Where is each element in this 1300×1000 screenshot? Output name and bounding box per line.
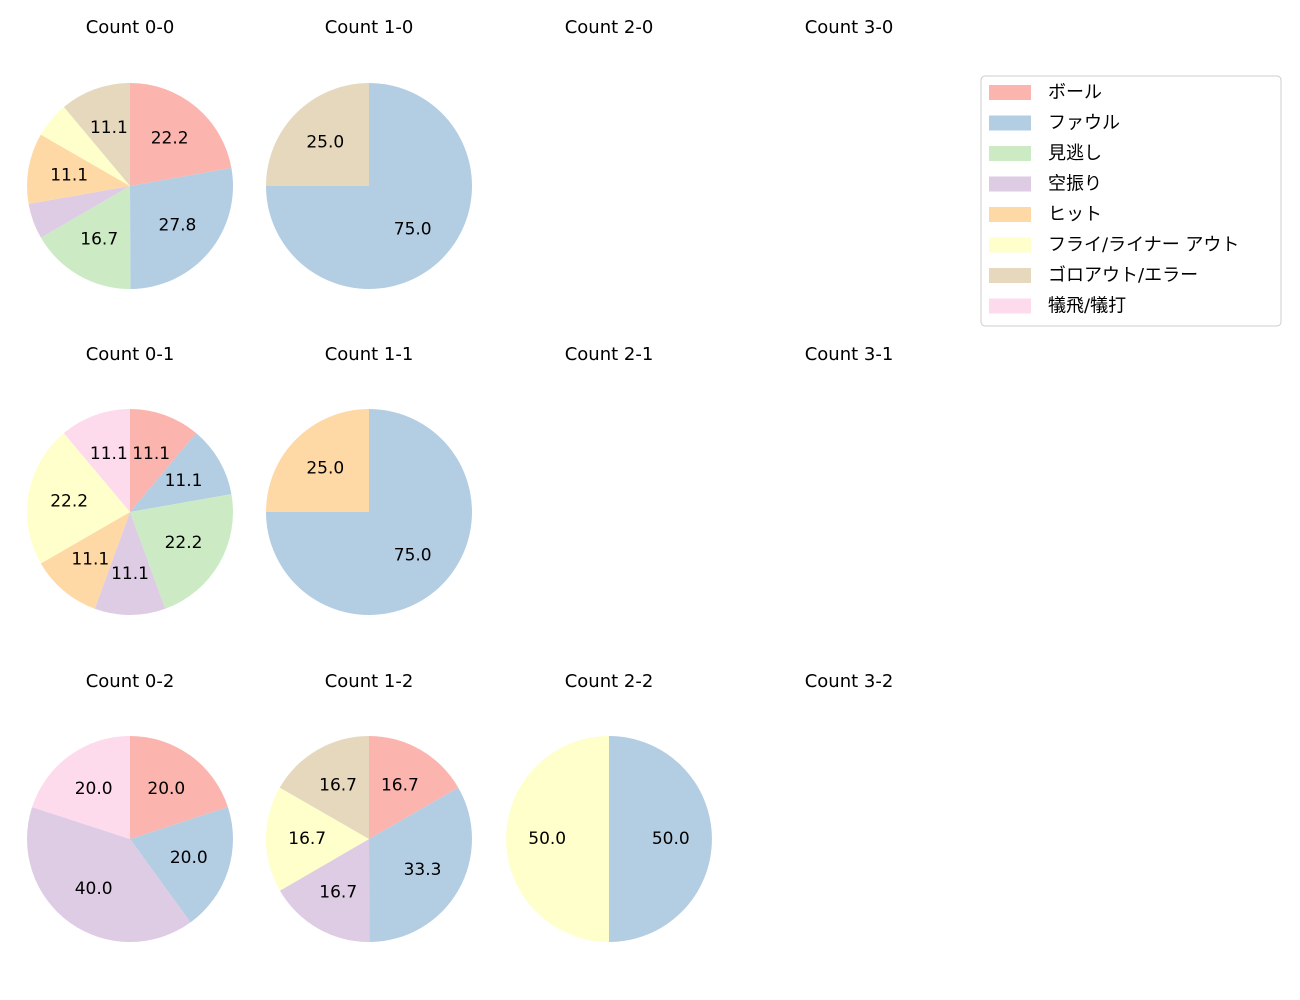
subplot-title: Count 1-2 [325, 671, 414, 692]
legend-label: ヒット [1048, 204, 1102, 225]
legend-label: 見逃し [1048, 143, 1102, 164]
legend-label: フライ/ライナー アウト [1048, 235, 1239, 256]
legend-swatch [989, 237, 1031, 253]
legend-swatch [989, 298, 1031, 314]
legend-swatch [989, 176, 1031, 192]
subplot-title: Count 3-1 [805, 344, 894, 365]
pie-slice [266, 787, 369, 891]
slice-label: 11.1 [50, 165, 88, 185]
legend-label: 空振り [1048, 174, 1102, 195]
slice-label: 11.1 [90, 444, 128, 464]
legend-swatch [989, 146, 1031, 161]
pie-slice [63, 83, 130, 186]
slice-label: 11.1 [165, 471, 203, 491]
slice-label: 11.1 [111, 564, 149, 584]
legend-box [980, 75, 1282, 327]
subplot-title: Count 1-1 [325, 344, 414, 365]
slice-label: 22.2 [50, 491, 88, 511]
slice-label: 50.0 [652, 829, 690, 849]
slice-label: 16.7 [80, 230, 118, 250]
pie-slice [130, 736, 228, 839]
slice-label: 25.0 [306, 458, 344, 478]
slice-label: 75.0 [394, 546, 432, 566]
pie-slice [279, 839, 370, 942]
slice-label: 75.0 [394, 220, 432, 240]
slice-label: 11.1 [90, 118, 128, 138]
legend-label: ボール [1048, 82, 1102, 103]
legend-swatch [989, 85, 1031, 100]
slice-label: 16.7 [319, 883, 357, 903]
slice-label: 22.2 [165, 533, 203, 553]
pie-slice [369, 736, 459, 839]
subplot-title: Count 1-0 [325, 17, 414, 38]
subplot-title: Count 3-0 [805, 17, 894, 38]
pie-slice [609, 736, 712, 942]
slice-label: 11.1 [132, 444, 170, 464]
pie-slice [266, 409, 369, 512]
pie-slice [266, 83, 369, 186]
pie-slice [63, 409, 130, 512]
slice-label: 50.0 [528, 829, 566, 849]
slice-label: 20.0 [75, 779, 113, 799]
slice-label: 16.7 [288, 829, 326, 849]
legend-swatch [989, 207, 1031, 222]
slice-label: 16.7 [319, 775, 357, 795]
pie-slice [27, 134, 131, 204]
slice-label: 40.0 [75, 879, 113, 899]
pie-slice [32, 736, 130, 839]
pie-slice [130, 83, 232, 186]
slice-label: 20.0 [147, 779, 185, 799]
legend-swatch [989, 115, 1031, 131]
pie-slice [40, 186, 131, 289]
pie-slice [94, 512, 166, 615]
slice-label: 27.8 [159, 216, 197, 236]
subplot-title: Count 3-2 [805, 671, 894, 692]
pie-slice [279, 736, 369, 839]
slice-label: 22.2 [151, 129, 189, 149]
subplot-title: Count 0-2 [86, 671, 175, 692]
subplot-title: Count 2-0 [565, 17, 654, 38]
pie-slice [369, 787, 472, 942]
pie-slice [130, 167, 233, 289]
pie-slice [26, 433, 131, 564]
legend-label: ゴロアウト/エラー [1048, 265, 1198, 286]
slice-label: 11.1 [71, 549, 109, 569]
legend-swatch [989, 268, 1031, 283]
pie-slice [130, 494, 233, 609]
pie-slice [130, 433, 232, 512]
subplot-title: Count 0-1 [86, 344, 175, 365]
pie-slice [40, 107, 130, 186]
slice-label: 33.3 [404, 860, 442, 880]
slice-label: 20.0 [170, 848, 208, 868]
pie-slice [40, 512, 130, 609]
slice-label: 25.0 [306, 132, 344, 152]
legend-label: ファウル [1048, 113, 1120, 134]
legend-label: 犠飛/犠打 [1048, 296, 1126, 317]
pie-slice [506, 736, 609, 942]
pie-slice [130, 807, 234, 923]
subplot-title: Count 2-2 [565, 671, 654, 692]
slice-label: 16.7 [381, 775, 419, 795]
pie-slice [130, 409, 197, 512]
pie-slice [28, 186, 130, 238]
pie-slice [27, 807, 191, 942]
subplot-title: Count 2-1 [565, 344, 654, 365]
subplot-title: Count 0-0 [86, 17, 175, 38]
